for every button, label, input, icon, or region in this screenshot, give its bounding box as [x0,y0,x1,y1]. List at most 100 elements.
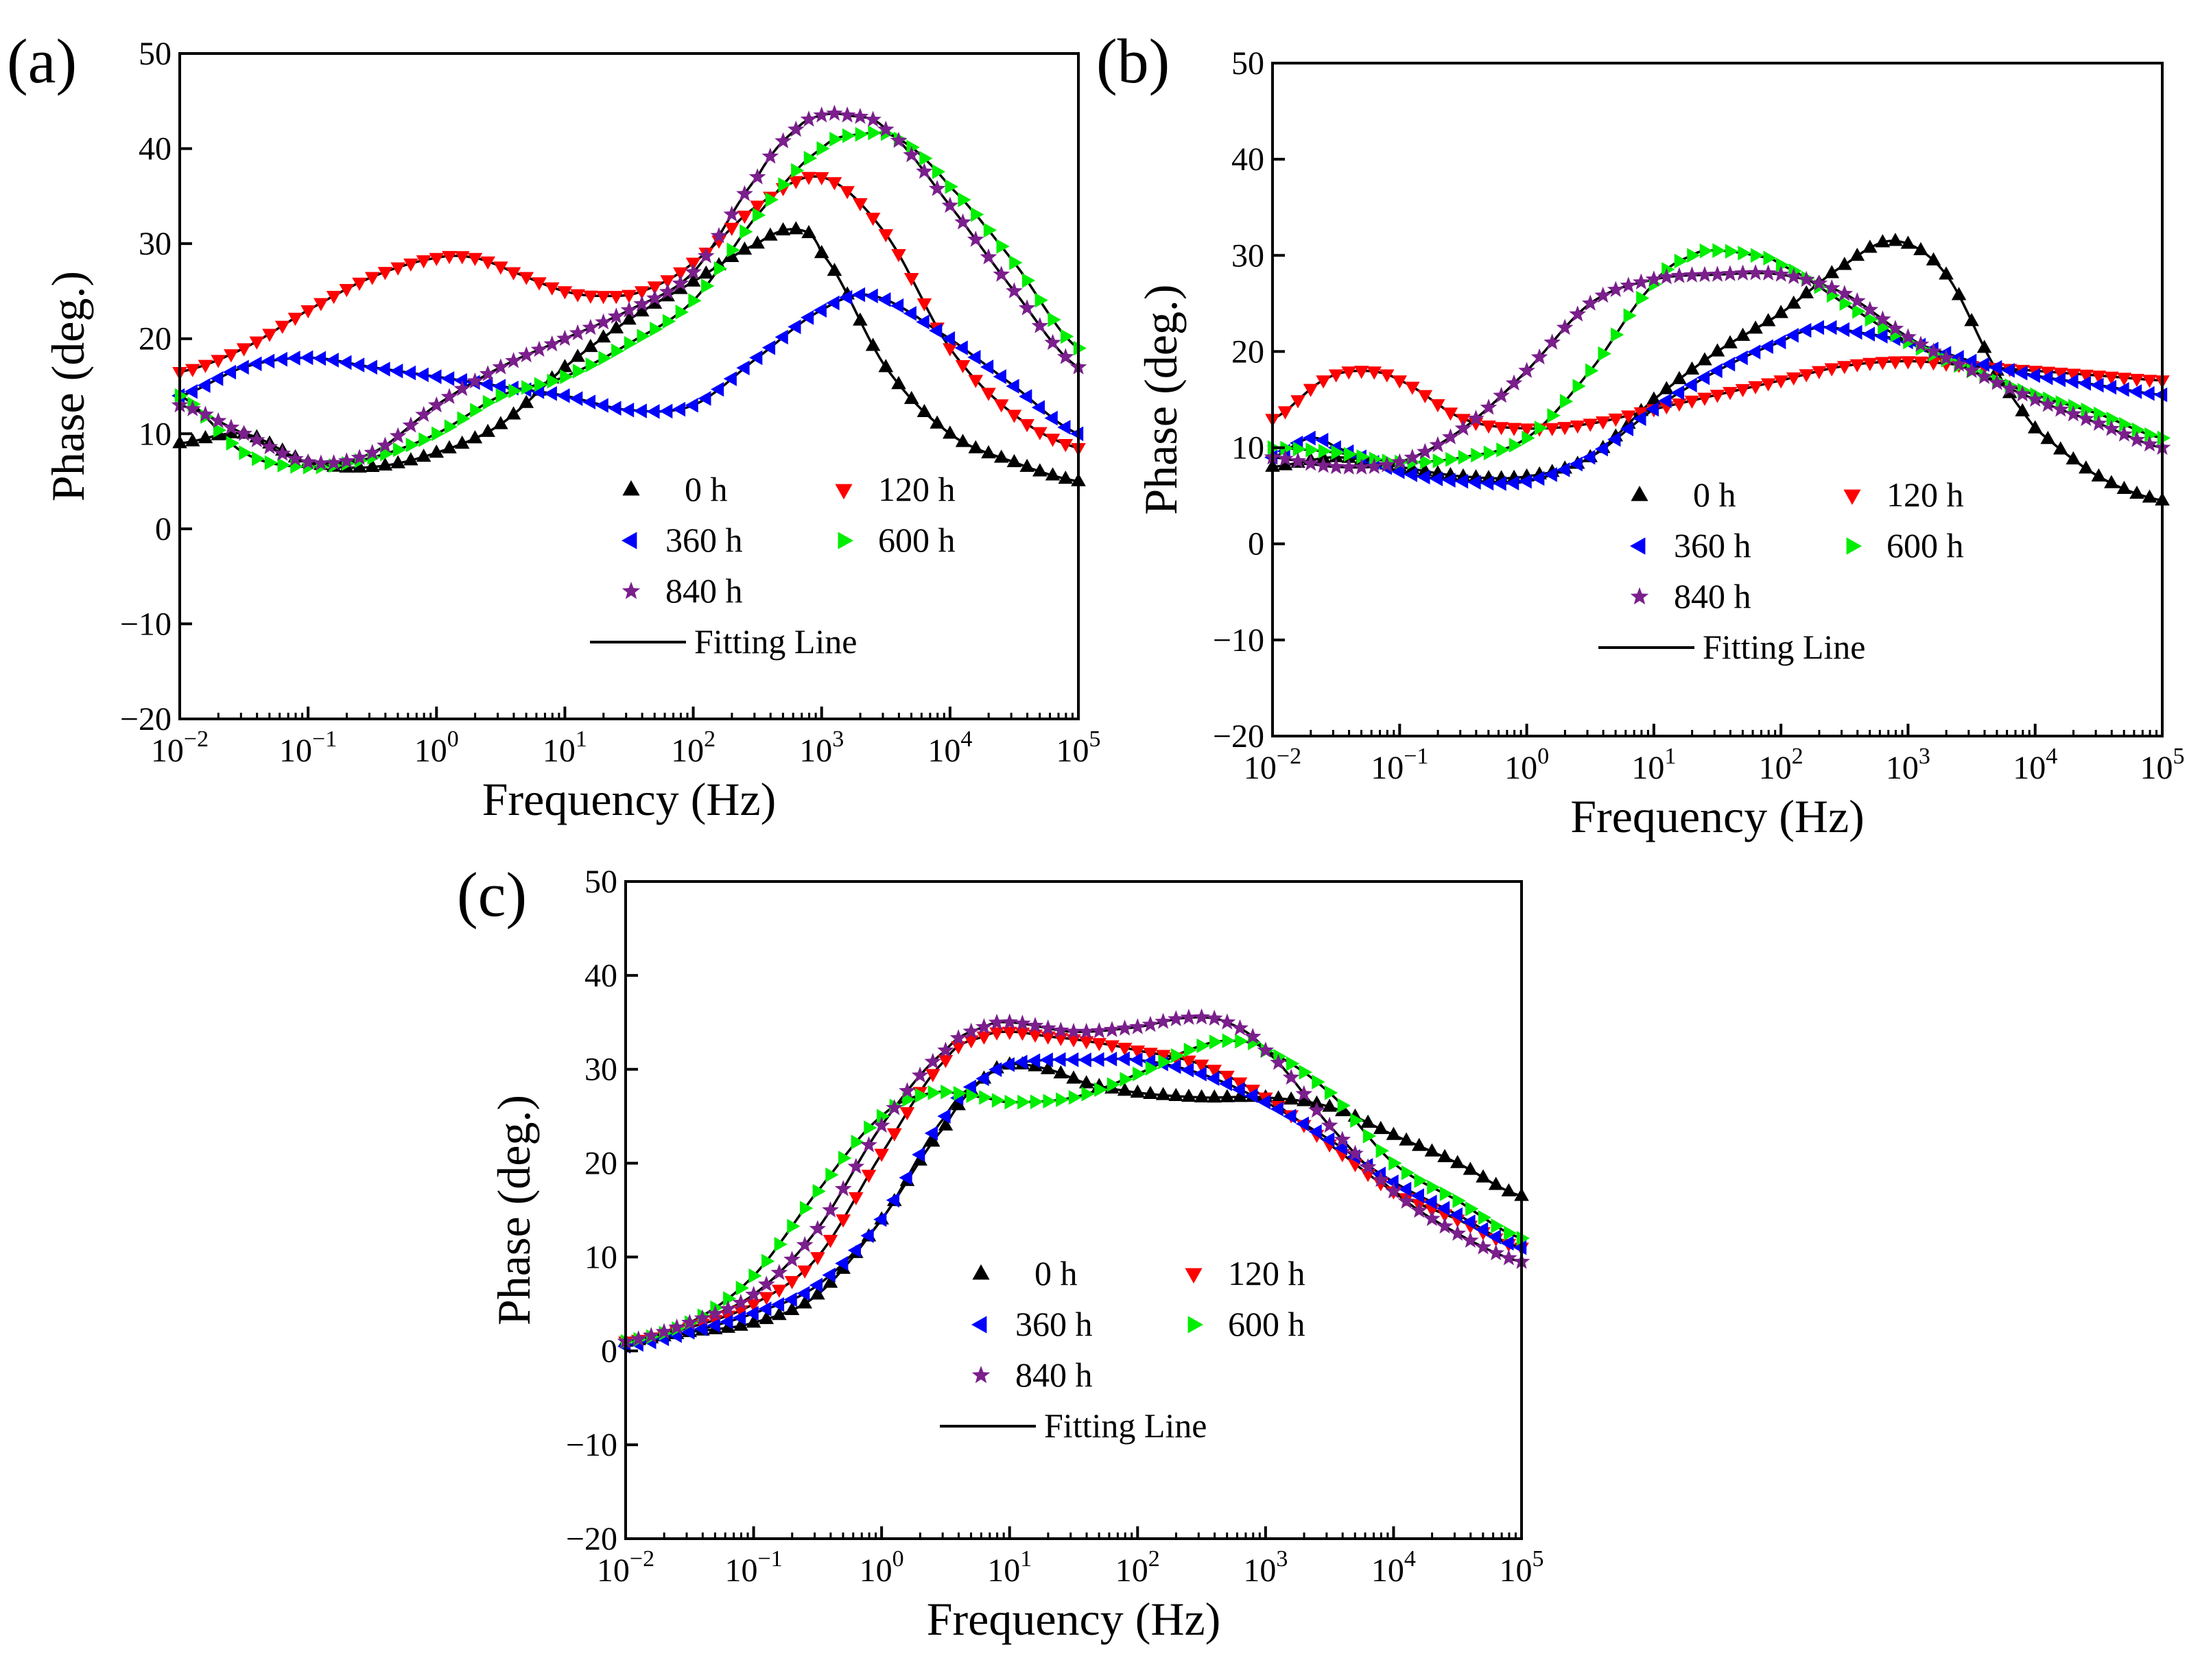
data-point [650,321,663,337]
data-point [1424,1143,1440,1157]
data-point [1672,370,1687,384]
data-point [543,335,561,352]
data-point [1951,287,1967,300]
data-point [608,401,622,416]
data-point [607,307,625,324]
data-point [1516,1231,1530,1246]
data-point [222,418,240,435]
panel-label: (b) [1096,26,1170,96]
data-point [1282,1068,1300,1085]
data-point [838,106,856,123]
data-point [1103,1051,1117,1067]
data-point [1386,1126,1401,1140]
data-point [1432,453,1446,469]
data-point [1723,335,1738,348]
data-point [1299,1065,1312,1080]
legend-label: 120 h [878,470,956,508]
legend-label: 600 h [1228,1305,1305,1343]
data-point [1180,1008,1198,1025]
data-point [325,353,339,368]
data-point [236,343,252,357]
data-point [1270,1054,1287,1070]
data-point [274,351,287,367]
data-point [1196,1038,1210,1054]
data-point [1043,1093,1056,1109]
data-point [2119,416,2133,432]
data-point [1360,1114,1375,1128]
data-point [673,267,688,281]
data-point [1143,1085,1158,1100]
data-point [1318,443,1332,459]
data-point [1019,458,1034,472]
data-point [1053,1065,1069,1078]
data-point [1117,1082,1133,1096]
data-point [405,437,419,453]
data-point [1397,1192,1415,1209]
data-point [2040,431,2056,445]
legend-label: 0 h [685,470,728,508]
data-point [454,435,470,449]
data-point [1168,1087,1184,1102]
y-tick-label: −20 [1213,718,1264,755]
series-360h-markers [617,1051,1527,1354]
legend-label: 120 h [1886,475,1964,514]
x-tick-label: 105 [1056,726,1101,769]
data-point [2079,369,2094,383]
data-point [1391,453,1408,470]
data-point [988,1013,1006,1030]
data-point [1581,294,1599,311]
data-point [791,163,805,178]
data-point [954,340,968,355]
data-point [890,298,904,313]
data-point [556,388,570,403]
legend-label: 0 h [1034,1254,1078,1292]
data-point [1518,362,1535,378]
data-point [1315,432,1329,448]
data-point [1852,303,1866,319]
y-tick-label: 40 [1231,141,1264,178]
data-point [2157,430,2171,446]
data-point [1913,241,1928,256]
y-tick-label: 0 [601,1333,617,1369]
x-tick-label: 100 [860,1546,904,1589]
data-point [2066,368,2081,382]
y-axis-title: Phase (deg.) [488,1095,540,1325]
data-point [1888,233,1903,246]
data-point [1989,359,2002,375]
data-point [621,402,635,418]
data-point [1032,463,1048,477]
data-point [938,1117,954,1131]
data-point [962,1022,980,1039]
data-point [1193,1008,1210,1025]
data-point [264,455,278,471]
data-point [213,423,227,438]
data-point [996,239,1010,254]
data-point [707,1318,720,1333]
data-point [1458,449,1471,465]
data-point [2052,401,2070,417]
data-point [735,1280,749,1296]
data-point [752,207,766,223]
data-point [185,433,200,447]
data-point [924,1052,942,1069]
data-point [1056,348,1074,364]
data-point [1556,318,1574,335]
plot-frame [624,880,1523,1540]
data-point [339,284,355,298]
data-point [1015,1028,1030,1041]
data-point [861,1170,877,1183]
data-point [1823,320,1837,335]
data-point [1735,327,1751,341]
data-point [1633,411,1646,426]
data-point [1068,1089,1082,1105]
data-point [874,1148,889,1162]
data-point [1862,357,1878,371]
x-tick-label: 100 [1504,744,1549,786]
data-point [1471,447,1485,463]
data-point [1206,1071,1220,1087]
data-point [1488,1176,1504,1190]
data-point [1506,475,1519,490]
data-point [1417,390,1433,403]
data-point [1379,369,1395,383]
data-point [239,445,252,460]
